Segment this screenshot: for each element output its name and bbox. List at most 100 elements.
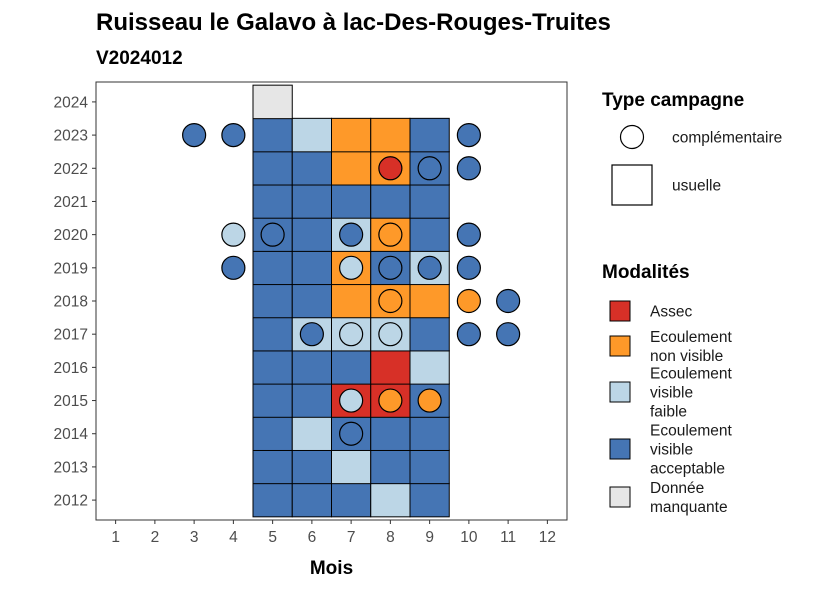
usuelle-cell-2018-9 <box>409 283 450 319</box>
complementaire-point-2023-4 <box>221 122 246 148</box>
usuelle-cell-2013-7 <box>331 449 372 485</box>
x-tick-label: 2 <box>151 529 160 546</box>
legend-modalites-title: Modalités <box>602 262 690 283</box>
legend-modalite-label: Ecoulement non visible <box>650 329 733 365</box>
usuelle-cell-2014-9 <box>409 416 450 451</box>
usuelle-cell-2021-9 <box>409 184 450 219</box>
usuelle-cell-2023-9 <box>409 117 450 153</box>
usuelle-cell-2012-8 <box>370 482 411 518</box>
legend-type-title: Type campagne <box>602 90 744 111</box>
complementaire-point-2017-8 <box>378 322 403 347</box>
x-tick-label: 11 <box>500 529 516 546</box>
x-tick-label: 6 <box>308 529 317 546</box>
usuelle-cell-2020-9 <box>409 217 450 252</box>
complementaire-point-2020-4 <box>221 222 246 247</box>
complementaire-point-2023-3 <box>182 122 207 148</box>
y-tick-label: 2013 <box>54 459 88 476</box>
usuelle-cell-2019-6 <box>291 250 332 286</box>
y-tick-label: 2018 <box>54 294 88 311</box>
complementaire-point-2019-10 <box>456 255 481 280</box>
usuelle-cell-2017-9 <box>409 316 450 352</box>
usuelle-cell-2016-9 <box>409 350 450 385</box>
y-tick-label: 2012 <box>54 493 88 510</box>
usuelle-cell-2012-9 <box>409 482 450 518</box>
usuelle-cell-2021-6 <box>291 184 332 219</box>
x-tick-label: 5 <box>268 529 277 546</box>
usuelle-cell-2016-8 <box>370 350 411 385</box>
usuelle-cell-2012-6 <box>291 482 332 518</box>
usuelle-cell-2023-8 <box>370 117 411 153</box>
usuelle-cell-2017-5 <box>252 316 293 352</box>
chart-title: Ruisseau le Galavo à lac-Des-Rouges-Trui… <box>96 9 611 36</box>
usuelle-cell-2022-6 <box>291 151 332 186</box>
legend-swatch <box>609 381 631 403</box>
usuelle-cell-2016-7 <box>331 350 372 385</box>
x-tick-label: 10 <box>460 529 478 546</box>
usuelle-cell-2021-7 <box>331 184 372 219</box>
y-tick-label: 2017 <box>54 327 88 344</box>
usuelle-cell-2014-6 <box>291 416 332 451</box>
y-tick-label: 2023 <box>54 128 88 145</box>
x-tick-label: 9 <box>425 529 434 546</box>
usuelle-cells <box>252 84 450 518</box>
y-tick-label: 2024 <box>54 94 89 111</box>
legend-modalite-label: Ecoulement visible faible <box>650 366 733 421</box>
legend-modalite-label: Assec <box>650 304 692 321</box>
complementaire-point-2018-8 <box>378 288 403 314</box>
usuelle-cell-2015-6 <box>291 383 332 418</box>
complementaire-point-2015-9 <box>417 388 442 413</box>
x-tick-label: 12 <box>539 529 556 546</box>
usuelle-cell-2016-5 <box>252 350 293 385</box>
complementaire-point-2022-10 <box>456 156 481 181</box>
legend-type-label: usuelle <box>672 178 721 195</box>
usuelle-cell-2023-7 <box>331 117 372 153</box>
usuelle-cell-2021-5 <box>252 184 293 219</box>
complementaire-point-2018-10 <box>456 288 481 314</box>
complementaire-point-2019-8 <box>378 255 403 280</box>
complementaire-points <box>182 122 521 446</box>
usuelle-cell-2013-8 <box>370 449 411 485</box>
x-tick-label: 3 <box>190 529 199 546</box>
legend-swatch <box>609 438 631 460</box>
legend-circle-icon <box>619 124 645 150</box>
complementaire-point-2020-5 <box>260 222 285 247</box>
complementaire-point-2020-10 <box>456 222 481 247</box>
usuelle-cell-2021-8 <box>370 184 411 219</box>
usuelle-cell-2024-5 <box>252 84 293 120</box>
legend-type-label: complémentaire <box>672 130 782 147</box>
complementaire-point-2014-7 <box>339 421 364 446</box>
complementaire-point-2022-8 <box>378 156 403 181</box>
y-tick-label: 2014 <box>54 426 89 443</box>
complementaire-point-2017-10 <box>456 322 481 347</box>
chart-subtitle: V2024012 <box>96 48 183 69</box>
y-axis: 2012 2013 2014 2015 2016 2017 2018 2019 2020 2021… <box>54 94 96 510</box>
complementaire-point-2020-8 <box>378 222 403 247</box>
legend-square-icon <box>611 164 653 206</box>
x-axis: 1 2 3 4 5 6 7 8 9 10 11 12 <box>111 520 556 546</box>
usuelle-cell-2014-8 <box>370 416 411 451</box>
usuelle-cell-2013-9 <box>409 449 450 485</box>
usuelle-cell-2023-6 <box>291 117 332 153</box>
complementaire-point-2023-10 <box>456 122 481 148</box>
legend-swatch <box>609 486 631 508</box>
y-tick-label: 2015 <box>54 393 88 410</box>
legend-swatch <box>609 300 631 322</box>
x-tick-label: 7 <box>347 529 356 546</box>
legend-modalite-label: Donnée manquante <box>650 480 728 516</box>
x-tick-label: 1 <box>111 529 120 546</box>
usuelle-cell-2012-5 <box>252 482 293 518</box>
complementaire-point-2017-11 <box>496 322 521 347</box>
complementaire-point-2017-7 <box>339 322 364 347</box>
complementaire-point-2019-7 <box>339 255 364 280</box>
usuelle-cell-2022-5 <box>252 151 293 186</box>
usuelle-cell-2014-5 <box>252 416 293 451</box>
x-tick-label: 8 <box>386 529 395 546</box>
usuelle-cell-2016-6 <box>291 350 332 385</box>
complementaire-point-2019-4 <box>221 255 246 280</box>
y-tick-label: 2021 <box>54 194 88 211</box>
usuelle-cell-2023-5 <box>252 117 293 153</box>
y-tick-label: 2019 <box>54 260 88 277</box>
usuelle-cell-2015-5 <box>252 383 293 418</box>
